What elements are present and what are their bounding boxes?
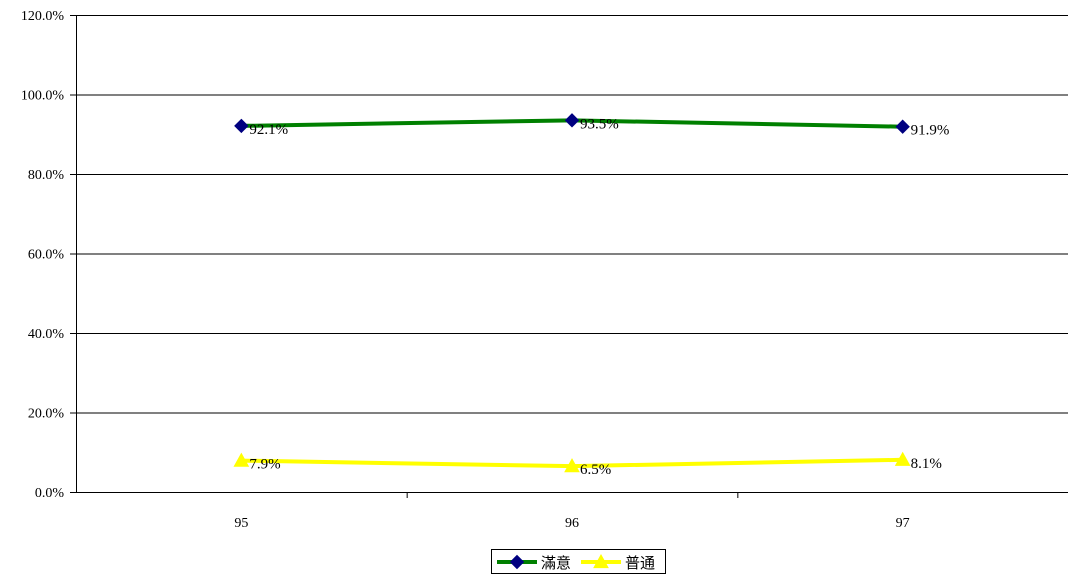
series-0-data-label-2: 91.9% bbox=[911, 123, 950, 139]
x-tick-labels: 95 96 97 bbox=[234, 516, 909, 531]
legend-swatch-marker-0 bbox=[509, 554, 525, 570]
series-1-data-label-1: 6.5% bbox=[580, 462, 611, 478]
legend-swatch-marker-1 bbox=[593, 553, 609, 569]
y-tick-labels: 0.0% 20.0% 40.0% 60.0% 80.0% 100.0% 120.0% bbox=[21, 9, 65, 501]
legend: 滿意 普通 bbox=[491, 549, 666, 574]
y-tick-label-2: 40.0% bbox=[28, 327, 65, 342]
y-tick-label-0: 0.0% bbox=[35, 486, 65, 501]
gridlines bbox=[76, 15, 1068, 414]
x-tick-label-2: 97 bbox=[896, 516, 910, 531]
series-1-data-label-2: 8.1% bbox=[911, 456, 942, 472]
series-1-point-0 bbox=[233, 452, 250, 467]
legend-label-0: 滿意 bbox=[541, 554, 571, 572]
y-tick-label-5: 100.0% bbox=[21, 89, 65, 104]
x-tick-label-1: 96 bbox=[565, 516, 579, 531]
series-1-point-1 bbox=[564, 458, 580, 473]
series-0-point-2 bbox=[895, 119, 910, 134]
series bbox=[233, 113, 911, 473]
data-labels: 92.1% 93.5% 91.9% 7.9% 6.5% 8.1% bbox=[249, 116, 949, 478]
series-0-point-1 bbox=[564, 113, 580, 128]
legend-label-1: 普通 bbox=[625, 555, 655, 572]
series-1-point-2 bbox=[894, 451, 911, 466]
y-tick-label-1: 20.0% bbox=[28, 407, 65, 422]
y-tick-label-6: 120.0% bbox=[21, 9, 65, 24]
y-tick-label-4: 80.0% bbox=[28, 168, 65, 183]
axes bbox=[70, 15, 1068, 498]
series-0-point-0 bbox=[234, 118, 249, 134]
series-1-data-label-0: 7.9% bbox=[249, 457, 280, 473]
series-0-data-label-0: 92.1% bbox=[249, 122, 288, 138]
y-tick-label-3: 60.0% bbox=[28, 248, 65, 263]
x-tick-label-0: 95 bbox=[234, 516, 248, 531]
series-0-data-label-1: 93.5% bbox=[580, 116, 619, 132]
